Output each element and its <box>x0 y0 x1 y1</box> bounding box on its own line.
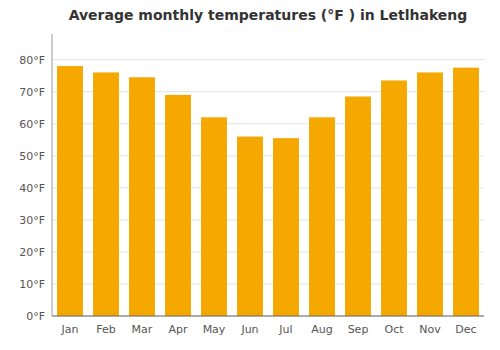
x-tick-label: Jan <box>61 323 79 336</box>
grid-line <box>52 316 484 317</box>
y-axis: 0°F 10°F 20°F 30°F 40°F 50°F 60°F 70°F 80°F <box>19 34 52 323</box>
bar <box>201 117 227 316</box>
y-tick-label: 80°F <box>19 54 45 67</box>
bar <box>273 138 299 316</box>
y-tick-label: 10°F <box>19 278 45 291</box>
y-tick-label: 70°F <box>19 86 45 99</box>
bar <box>345 96 371 316</box>
bar <box>237 137 263 316</box>
y-tick-label: 50°F <box>19 150 45 163</box>
bar <box>417 72 443 316</box>
x-tick-label: Apr <box>168 323 188 336</box>
x-tick-label: Nov <box>419 323 441 336</box>
x-tick-label: Aug <box>311 323 332 336</box>
y-tick-label: 0°F <box>26 310 45 323</box>
y-tick-label: 60°F <box>19 118 45 131</box>
y-tick-label: 20°F <box>19 246 45 259</box>
chart-svg: Average monthly temperatures (°F ) in Le… <box>0 0 500 350</box>
grid-line <box>52 59 484 60</box>
bar <box>129 77 155 316</box>
x-tick-label: Jun <box>240 323 258 336</box>
bars <box>57 66 479 316</box>
bar <box>381 80 407 316</box>
bar <box>93 72 119 316</box>
y-tick-label: 40°F <box>19 182 45 195</box>
x-tick-label: Mar <box>132 323 153 336</box>
bar <box>453 68 479 316</box>
bar <box>57 66 83 316</box>
x-tick-label: Feb <box>96 323 115 336</box>
x-tick-label: May <box>203 323 226 336</box>
x-tick-label: Oct <box>384 323 404 336</box>
y-tick-label: 30°F <box>19 214 45 227</box>
x-tick-label: Dec <box>455 323 476 336</box>
y-axis-line <box>52 34 53 316</box>
x-tick-label: Jul <box>278 323 292 336</box>
x-axis: Jan Feb Mar Apr May Jun Jul Aug Sep Oct Nov Dec <box>52 316 484 336</box>
bar <box>309 117 335 316</box>
chart-container: Average monthly temperatures (°F ) in Le… <box>0 0 500 350</box>
bar <box>165 95 191 316</box>
x-axis-line <box>52 316 484 317</box>
x-tick-label: Sep <box>348 323 369 336</box>
chart-title: Average monthly temperatures (°F ) in Le… <box>69 7 468 23</box>
grid <box>52 60 484 316</box>
